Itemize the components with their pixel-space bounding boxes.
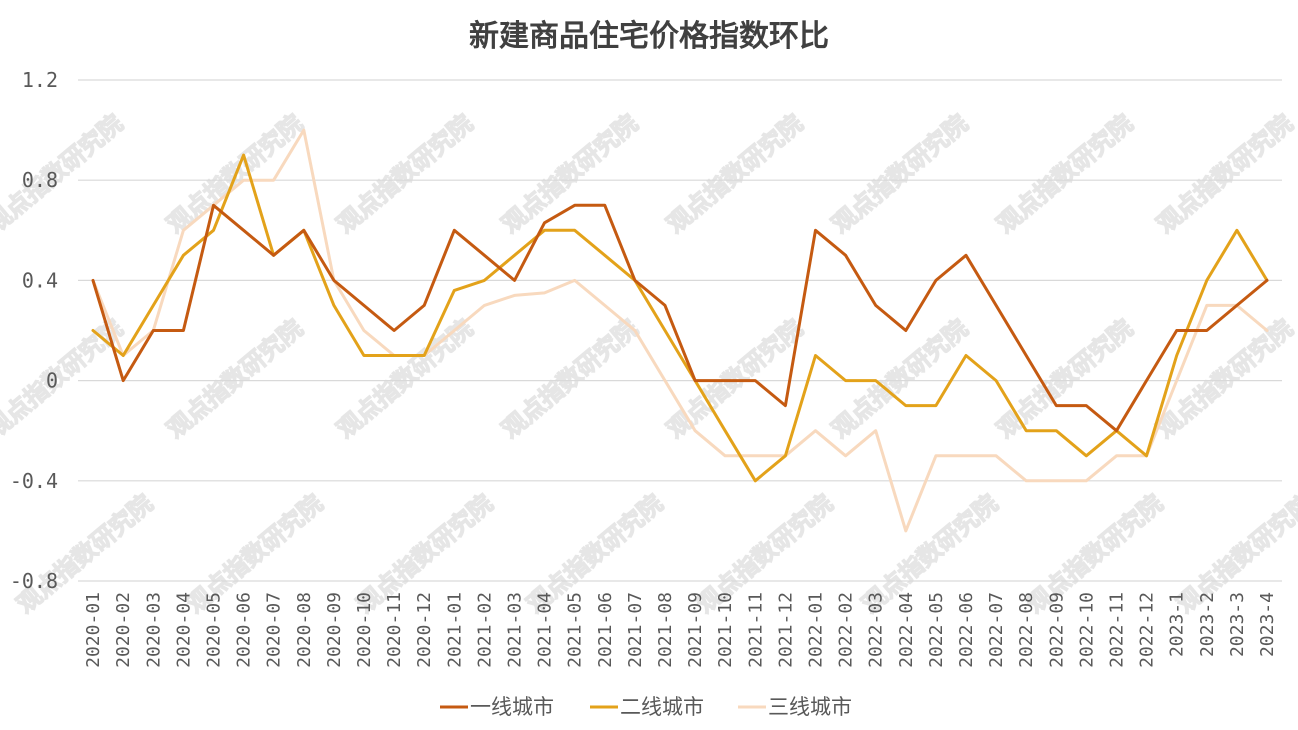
x-tick-label: 2022-07 — [986, 592, 1007, 668]
grid-layer — [78, 79, 1282, 582]
x-tick-label: 2020-08 — [294, 592, 315, 668]
watermark-text: 观点指数研究院 — [992, 109, 1139, 238]
x-tick-label: 2021-05 — [565, 592, 586, 668]
y-tick-label: 1.2 — [22, 68, 58, 92]
x-tick-label: 2020-03 — [143, 592, 164, 668]
watermark-text: 观点指数研究院 — [1152, 109, 1298, 238]
x-tick-label: 2021-10 — [715, 592, 736, 668]
x-tick-label: 2022-09 — [1046, 592, 1067, 668]
x-tick-label: 2022-05 — [926, 592, 947, 668]
x-tick-label: 2021-08 — [655, 592, 676, 668]
x-tick-label: 2022-06 — [956, 592, 977, 668]
x-tick-label: 2021-07 — [625, 592, 646, 668]
x-tick-label: 2020-10 — [354, 592, 375, 668]
x-tick-label: 2020-06 — [234, 592, 255, 668]
watermark-text: 观点指数研究院 — [827, 109, 974, 238]
series-line-1 — [91, 203, 1269, 433]
x-tick-label: 2021-03 — [504, 592, 525, 668]
watermark-text: 观点指数研究院 — [662, 314, 809, 443]
x-tick-label: 2022-10 — [1076, 592, 1097, 668]
y-tick-label: 0.8 — [22, 168, 58, 192]
x-tick-label: 2023-2 — [1197, 592, 1218, 657]
x-tick-label: 2023-4 — [1257, 592, 1278, 657]
x-tick-label: 2021-02 — [474, 592, 495, 668]
y-tick-label: -0.4 — [10, 469, 58, 493]
series-line-3 — [91, 128, 1269, 533]
y-axis: 1.2 0.8 0.4 0 -0.4 -0.8 — [10, 68, 58, 593]
watermark-text: 观点指数研究院 — [332, 314, 479, 443]
x-axis: 2020-01 2020-02 2020-03 2020-04 2020-05 2020-… — [83, 592, 1278, 668]
x-tick-label: 2022-12 — [1137, 592, 1158, 668]
x-tick-label: 2021-01 — [444, 592, 465, 668]
watermark-text: 观点指数研究院 — [497, 314, 644, 443]
watermark-text: 观点指数研究院 — [0, 109, 128, 238]
x-tick-label: 2021-04 — [535, 592, 556, 668]
legend-label: 三线城市 — [768, 695, 852, 719]
legend-label: 一线城市 — [470, 695, 554, 719]
x-tick-label: 2021-11 — [745, 592, 766, 668]
watermark-text: 观点指数研究院 — [332, 109, 479, 238]
x-tick-label: 2021-12 — [775, 592, 796, 668]
x-tick-label: 2022-11 — [1106, 592, 1127, 668]
watermark-text: 观点指数研究院 — [662, 109, 809, 238]
chart-title: 新建商品住宅价格指数环比 — [469, 19, 829, 54]
legend-label: 二线城市 — [620, 695, 704, 719]
watermark-text: 观点指数研究院 — [162, 314, 309, 443]
y-tick-label: 0.4 — [22, 268, 58, 292]
x-tick-label: 2022-04 — [896, 592, 917, 668]
x-tick-label: 2020-11 — [384, 592, 405, 668]
legend: 一线城市 二线城市 三线城市 — [440, 695, 852, 719]
x-tick-label: 2022-02 — [836, 592, 857, 668]
y-tick-label: 0 — [46, 369, 58, 393]
x-tick-label: 2020-07 — [264, 592, 285, 668]
x-tick-label: 2020-01 — [83, 592, 104, 668]
x-tick-label: 2022-03 — [866, 592, 887, 668]
x-tick-label: 2020-02 — [113, 592, 134, 668]
watermark-text: 观点指数研究院 — [497, 109, 644, 238]
x-tick-label: 2020-05 — [203, 592, 224, 668]
x-tick-label: 2021-09 — [685, 592, 706, 668]
x-tick-label: 2022-01 — [805, 592, 826, 668]
x-tick-label: 2023-1 — [1167, 592, 1188, 657]
x-tick-label: 2022-08 — [1016, 592, 1037, 668]
x-tick-label: 2020-09 — [324, 592, 345, 668]
y-tick-label: -0.8 — [10, 569, 58, 593]
x-tick-label: 2023-3 — [1227, 592, 1248, 657]
series-layer — [91, 128, 1269, 533]
x-tick-label: 2020-04 — [173, 592, 194, 668]
x-tick-label: 2020-12 — [414, 592, 435, 668]
x-tick-label: 2021-06 — [595, 592, 616, 668]
watermark-layer: 观点指数研究院 观点指数研究院 观点指数研究院 观点指数研究院 观点指数研究院 观点指数研… — [0, 109, 1298, 620]
